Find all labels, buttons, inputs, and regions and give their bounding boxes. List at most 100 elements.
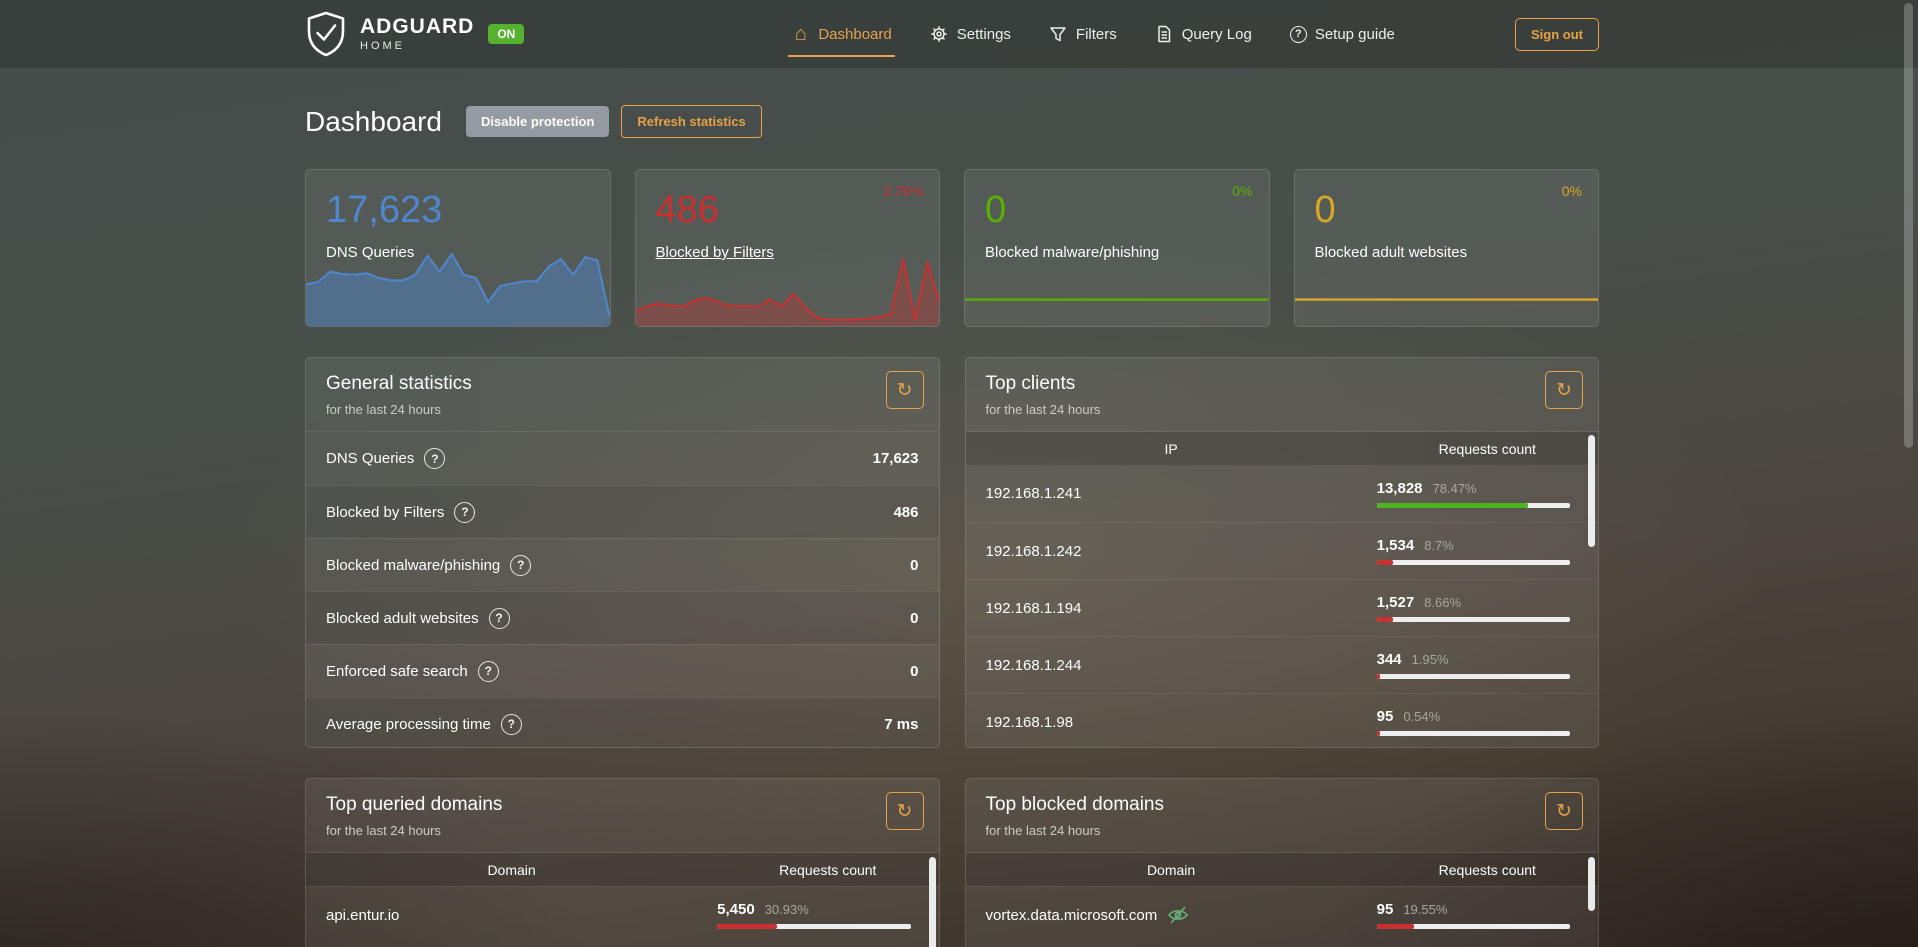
funnel-icon — [1049, 25, 1068, 44]
refresh-icon-button[interactable]: ↻ — [1545, 792, 1583, 830]
requests-percent: 1.95% — [1411, 652, 1449, 667]
nav-menu: ⌂ Dashboard Settings — [772, 0, 1414, 68]
unblock-eye-off-icon[interactable] — [1167, 905, 1189, 925]
table-row: 192.168.1.241 13,828 78.47% — [966, 465, 1599, 522]
client-ip: 192.168.1.194 — [985, 599, 1082, 617]
panel-title: General statistics — [326, 373, 472, 394]
domain-name: api.entur.io — [326, 906, 400, 924]
client-ip: 192.168.1.244 — [985, 656, 1082, 674]
top-clients-rows: 192.168.1.241 13,828 78.47% 192.168.1.24… — [965, 465, 1599, 747]
dns-queries-sparkline — [306, 246, 610, 326]
help-icon[interactable]: ? — [454, 501, 476, 523]
nav-item-filters[interactable]: Filters — [1030, 0, 1136, 68]
stat-percent: 0% — [1232, 183, 1253, 199]
card-blocked-malware: 0% 0 Blocked malware/phishing — [964, 169, 1270, 327]
blocked-by-filters-link[interactable]: Blocked by Filters — [655, 244, 774, 261]
top-blocked-domains-panel: Top blocked domains for the last 24 hour… — [964, 778, 1599, 947]
stat-label: Blocked adult websites — [1314, 244, 1468, 261]
requests-percent: 0.54% — [1403, 709, 1441, 724]
requests-count: 95 — [1376, 708, 1394, 725]
table-row: 192.168.1.194 1,527 8.66% — [965, 579, 1598, 636]
requests-count: 95 — [1376, 901, 1394, 918]
stat-row: Blocked by Filters ? 486 — [306, 485, 939, 538]
stat-value: 486 — [655, 189, 719, 231]
client-ip: 192.168.1.241 — [985, 485, 1082, 502]
help-icon[interactable]: ? — [424, 448, 446, 469]
help-icon[interactable]: ? — [500, 713, 522, 735]
panels-row-2: Top queried domains for the last 24 hour… — [305, 778, 1599, 947]
stat-label: DNS Queries — [326, 244, 415, 261]
column-header-requests: Requests count — [1438, 440, 1536, 457]
stat-row-value: 0 — [910, 556, 919, 574]
page-scrollbar-thumb[interactable] — [1904, 3, 1913, 448]
nav-label: Setup guide — [1314, 25, 1395, 43]
card-blocked-adult: 0% 0 Blocked adult websites — [1293, 169, 1599, 327]
stat-percent: 0% — [1561, 183, 1582, 199]
stat-row: Blocked adult websites ? 0 — [306, 591, 939, 644]
requests-bar — [1376, 731, 1570, 736]
nav-item-query-log[interactable]: Query Log — [1136, 0, 1271, 68]
nav-item-setup-guide[interactable]: ? Setup guide — [1271, 0, 1414, 68]
table-row: 192.168.1.242 1,534 8.7% — [965, 522, 1598, 579]
column-header-ip: IP — [1164, 440, 1178, 457]
stat-row-value: 7 ms — [884, 715, 919, 733]
requests-percent: 19.55% — [1403, 902, 1448, 917]
requests-percent: 30.93% — [764, 902, 809, 917]
domain-name: vortex.data.microsoft.com — [985, 906, 1158, 924]
protection-status-badge: ON — [488, 24, 525, 44]
panel-scrollbar-thumb[interactable] — [1588, 857, 1595, 911]
disable-protection-button[interactable]: Disable protection — [465, 106, 610, 137]
refresh-icon-button[interactable]: ↻ — [1545, 371, 1583, 409]
stat-row-label: DNS Queries — [326, 450, 415, 467]
blocked-adult-sparkline — [1295, 246, 1599, 326]
stat-value: 0 — [985, 189, 1007, 231]
panel-scrollbar-thumb[interactable] — [1588, 435, 1595, 547]
table-row: api.entur.io 5,450 30.93% — [306, 886, 939, 943]
stat-row: Enforced safe search ? 0 — [306, 644, 939, 697]
home-icon: ⌂ — [794, 23, 807, 45]
requests-percent: 78.47% — [1432, 480, 1477, 496]
top-navbar: ADGUARD HOME ON ⌂ Dashboard — [0, 0, 1918, 68]
table-row: 192.168.1.98 95 0.54% — [965, 693, 1598, 747]
requests-count: 13,828 — [1376, 479, 1423, 497]
card-dns-queries: 17,623 DNS Queries — [305, 169, 611, 327]
stat-label: Blocked malware/phishing — [985, 244, 1160, 261]
gear-icon — [930, 25, 949, 44]
top-clients-panel: Top clients for the last 24 hours ↻ IP R… — [964, 357, 1599, 748]
sign-out-button[interactable]: Sign out — [1515, 17, 1599, 51]
blocked-filters-sparkline — [635, 246, 939, 326]
refresh-statistics-button[interactable]: Refresh statistics — [621, 105, 762, 138]
requests-count: 344 — [1376, 651, 1402, 668]
nav-item-settings[interactable]: Settings — [911, 0, 1030, 68]
requests-bar — [1376, 674, 1570, 679]
requests-bar — [1376, 560, 1570, 565]
column-header-domain: Domain — [1146, 861, 1196, 878]
column-header-requests: Requests count — [779, 861, 877, 878]
brand-subtitle: HOME — [360, 40, 405, 52]
stat-row-value: 0 — [910, 609, 919, 627]
nav-label: Filters — [1075, 25, 1117, 43]
stat-value: 17,623 — [326, 189, 443, 231]
panel-title: Top blocked domains — [985, 794, 1165, 815]
top-queried-domains-panel: Top queried domains for the last 24 hour… — [305, 778, 940, 947]
requests-count: 1,527 — [1376, 594, 1415, 611]
adguard-logo: ADGUARD HOME ON — [305, 11, 525, 57]
stat-percent: 2.76% — [883, 183, 923, 199]
client-ip: 192.168.1.98 — [985, 713, 1074, 731]
document-icon — [1155, 25, 1174, 44]
help-icon[interactable]: ? — [488, 607, 510, 629]
nav-item-dashboard[interactable]: ⌂ Dashboard — [772, 0, 910, 68]
panel-scrollbar-thumb[interactable] — [928, 857, 936, 947]
refresh-icon-button[interactable]: ↻ — [885, 371, 924, 409]
refresh-icon-button[interactable]: ↻ — [885, 792, 924, 830]
client-ip: 192.168.1.242 — [985, 542, 1082, 560]
general-statistics-rows: DNS Queries ? 17,623 Blocked by Filters … — [306, 432, 939, 747]
panel-subtitle: for the last 24 hours — [326, 823, 441, 838]
help-icon[interactable]: ? — [477, 660, 499, 682]
panel-subtitle: for the last 24 hours — [985, 823, 1101, 838]
stat-row-label: Blocked adult websites — [326, 609, 479, 627]
help-icon[interactable]: ? — [510, 554, 532, 576]
requests-count: 1,534 — [1376, 537, 1415, 554]
requests-count: 5,450 — [717, 901, 755, 918]
panels-row-1: General statistics for the last 24 hours… — [305, 357, 1599, 748]
